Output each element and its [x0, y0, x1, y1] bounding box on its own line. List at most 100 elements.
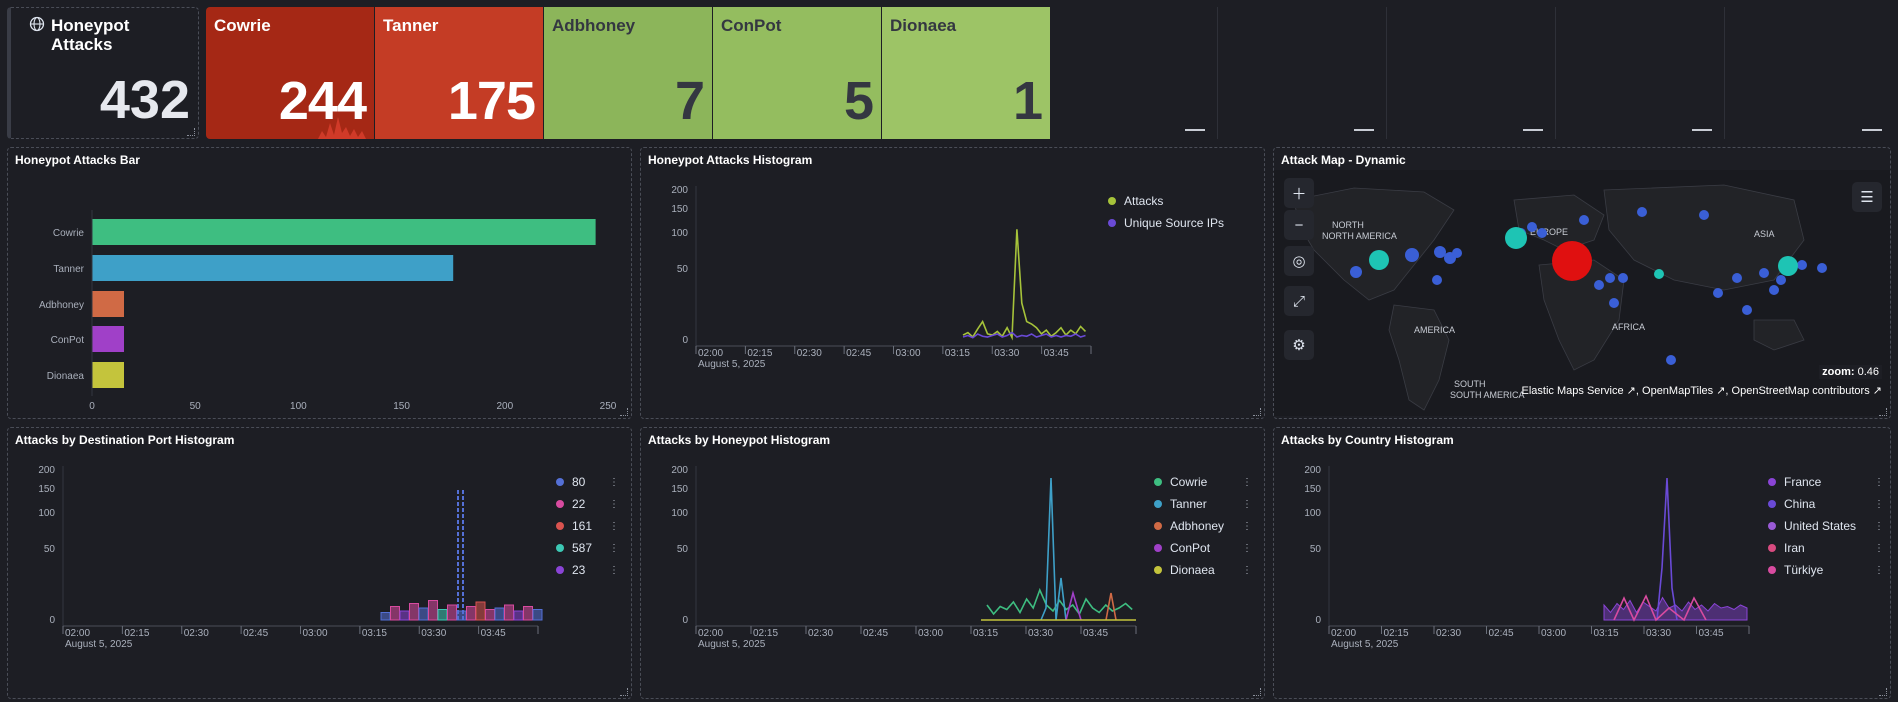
legend-options-icon[interactable]: ⋮: [1874, 564, 1884, 576]
series-line-tanner[interactable]: [1040, 477, 1067, 621]
legend-item-unique-ips[interactable]: Unique Source IPs: [1108, 212, 1258, 234]
legend-options-icon[interactable]: ⋮: [1242, 542, 1252, 554]
metric-tile-dionaea[interactable]: Dionaea 1: [882, 7, 1050, 139]
histogram-bar[interactable]: [504, 604, 514, 621]
series-line-adbhoney[interactable]: [1105, 592, 1117, 621]
legend-item[interactable]: 23 ⋮: [556, 559, 619, 581]
histogram-bar[interactable]: [399, 610, 410, 621]
legend-item[interactable]: Iran ⋮: [1768, 537, 1884, 559]
series-line-turkiye[interactable]: [1613, 594, 1707, 622]
fullscreen-button[interactable]: ⤢: [1284, 286, 1314, 316]
map-point[interactable]: [1405, 248, 1419, 262]
map-point[interactable]: [1666, 355, 1676, 365]
map-point[interactable]: [1742, 305, 1752, 315]
map-point[interactable]: [1609, 298, 1619, 308]
series-line-china[interactable]: [1656, 477, 1678, 621]
bar-adbhoney[interactable]: [92, 291, 124, 317]
legend-item[interactable]: Cowrie ⋮: [1154, 471, 1252, 493]
map-point[interactable]: [1434, 246, 1446, 258]
histogram-bar[interactable]: [513, 610, 524, 621]
resize-handle[interactable]: [1253, 688, 1261, 696]
legend-item[interactable]: 587 ⋮: [556, 537, 619, 559]
map-point[interactable]: [1605, 273, 1615, 283]
histogram-bar[interactable]: [428, 600, 438, 621]
legend-item[interactable]: 80 ⋮: [556, 471, 619, 493]
map-point[interactable]: [1452, 248, 1462, 258]
histogram-bar[interactable]: [447, 604, 457, 621]
legend-options-icon[interactable]: ⋮: [609, 542, 619, 554]
legend-options-icon[interactable]: ⋮: [1874, 520, 1884, 532]
histogram-bar[interactable]: [380, 612, 391, 621]
map-point[interactable]: [1350, 266, 1362, 278]
histogram-bar[interactable]: [494, 607, 505, 621]
map-point[interactable]: [1537, 228, 1547, 238]
bar-dionaea[interactable]: [92, 362, 124, 388]
zoom-in-button[interactable]: ＋: [1284, 178, 1314, 208]
bar-cowrie[interactable]: [92, 219, 596, 245]
legend-item[interactable]: 22 ⋮: [556, 493, 619, 515]
histogram-bar[interactable]: [418, 607, 429, 621]
map-point[interactable]: [1778, 256, 1798, 276]
histogram-bar[interactable]: [390, 606, 400, 621]
histogram-bar[interactable]: [475, 601, 486, 621]
legend-item[interactable]: China ⋮: [1768, 493, 1884, 515]
series-line-unique-ips[interactable]: [962, 331, 1086, 339]
legend-item[interactable]: France ⋮: [1768, 471, 1884, 493]
bar-tanner[interactable]: [92, 255, 454, 281]
attribution-link[interactable]: OpenMapTiles: [1642, 385, 1714, 397]
metric-tile-conpot[interactable]: ConPot 5: [713, 7, 881, 139]
world-map[interactable]: NORTH NORTH AMERICA EUROPE ASIA AMERICA …: [1274, 170, 1890, 416]
histogram-bar[interactable]: [466, 606, 476, 621]
metric-tile-adbhoney[interactable]: Adbhoney 7: [544, 7, 712, 139]
map-point[interactable]: [1637, 207, 1647, 217]
resize-handle[interactable]: [620, 408, 628, 416]
legend-item[interactable]: United States ⋮: [1768, 515, 1884, 537]
resize-handle[interactable]: [187, 128, 195, 136]
legend-options-icon[interactable]: ⋮: [1874, 542, 1884, 554]
metric-tile-tanner[interactable]: Tanner 175: [375, 7, 543, 139]
histogram-bar[interactable]: [409, 603, 419, 621]
legend-options-icon[interactable]: ⋮: [1242, 520, 1252, 532]
series-line-conpot[interactable]: [1065, 590, 1082, 621]
map-point[interactable]: [1527, 222, 1537, 232]
map-point[interactable]: [1654, 269, 1664, 279]
legend-item[interactable]: ConPot ⋮: [1154, 537, 1252, 559]
map-point[interactable]: [1797, 260, 1807, 270]
map-point[interactable]: [1759, 268, 1769, 278]
map-point[interactable]: [1618, 273, 1628, 283]
map-point[interactable]: [1552, 241, 1592, 281]
legend-options-icon[interactable]: ⋮: [609, 476, 619, 488]
map-point[interactable]: [1579, 215, 1589, 225]
legend-item[interactable]: Tanner ⋮: [1154, 493, 1252, 515]
legend-options-icon[interactable]: ⋮: [609, 498, 619, 510]
map-point[interactable]: [1432, 275, 1442, 285]
legend-item-attacks[interactable]: Attacks: [1108, 190, 1258, 212]
attribution-link[interactable]: OpenStreetMap contributors: [1731, 385, 1870, 397]
legend-item[interactable]: Adbhoney ⋮: [1154, 515, 1252, 537]
map-point[interactable]: [1713, 288, 1723, 298]
map-point[interactable]: [1369, 250, 1389, 270]
legend-options-icon[interactable]: ⋮: [1242, 564, 1252, 576]
map-point[interactable]: [1769, 285, 1779, 295]
tools-button[interactable]: ⚙: [1284, 330, 1314, 360]
histogram-bar[interactable]: [485, 609, 495, 621]
zoom-out-button[interactable]: −: [1284, 210, 1314, 240]
map-point[interactable]: [1505, 227, 1527, 249]
histogram-bar[interactable]: [523, 606, 533, 621]
legend-options-icon[interactable]: ⋮: [1242, 476, 1252, 488]
map-point[interactable]: [1817, 263, 1827, 273]
legend-options-icon[interactable]: ⋮: [1242, 498, 1252, 510]
legend-item[interactable]: Dionaea ⋮: [1154, 559, 1252, 581]
resize-handle[interactable]: [620, 688, 628, 696]
series-line-attacks[interactable]: [962, 229, 1087, 341]
map-point[interactable]: [1699, 210, 1709, 220]
attribution-link[interactable]: Elastic Maps Service: [1521, 385, 1624, 397]
legend-options-icon[interactable]: ⋮: [609, 564, 619, 576]
legend-item[interactable]: Türkiye ⋮: [1768, 559, 1884, 581]
legend-options-icon[interactable]: ⋮: [609, 520, 619, 532]
histogram-bar[interactable]: [437, 609, 448, 621]
map-point[interactable]: [1594, 280, 1604, 290]
resize-handle[interactable]: [1879, 688, 1887, 696]
resize-handle[interactable]: [1879, 408, 1887, 416]
legend-item[interactable]: 161 ⋮: [556, 515, 619, 537]
